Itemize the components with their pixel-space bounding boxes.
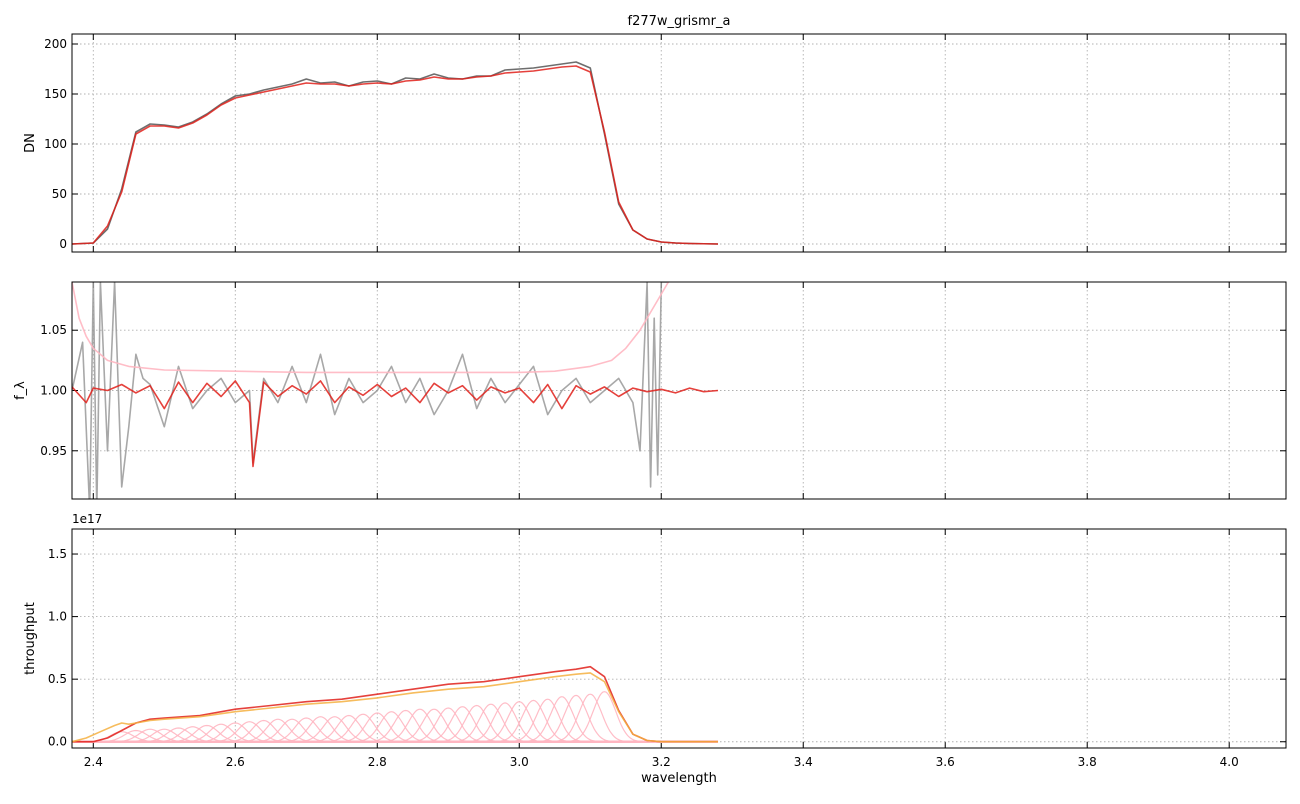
- y-tick-label: 0: [59, 237, 67, 251]
- x-tick-label: 3.0: [510, 755, 529, 769]
- panel-2: 0.95 1.00 1.05 f_λ: [13, 281, 1287, 500]
- component-curve: [530, 694, 622, 743]
- y-axis-label: DN: [23, 133, 38, 153]
- x-tick-label: 2.8: [368, 755, 387, 769]
- panels: 0 50 100 150 200 DN 0.95 1.00 1.05 f_λ 2.4 2.6 2.8 3.…: [13, 33, 1287, 769]
- plot-area: [72, 282, 719, 499]
- y-tick-label: 100: [44, 137, 67, 151]
- y-axis-label: f_λ: [13, 381, 28, 400]
- component-curve: [559, 691, 650, 743]
- axes-frame: [71, 33, 1287, 253]
- y-tick-label: 0.95: [40, 444, 67, 458]
- y-axis-label: throughput: [23, 602, 38, 675]
- y-tick-label: 0.0: [48, 735, 67, 749]
- x-tick-label: 3.4: [794, 755, 813, 769]
- series-line-1: [72, 61, 719, 245]
- series-line-3: [72, 282, 670, 374]
- y-tick-label: 1.05: [40, 323, 67, 337]
- y-tick-label: 150: [44, 87, 67, 101]
- y-tick-label: 1.5: [48, 547, 67, 561]
- figure-title: f277w_grismr_a: [628, 14, 731, 29]
- series-line-2: [72, 65, 719, 245]
- panel-3: 2.4 2.6 2.8 3.0 3.2 3.4 3.6 3.8 4.0 0.0 0.5 1.0 1.5 t…: [23, 512, 1287, 769]
- axes-frame: [71, 281, 1287, 500]
- x-tick-label: 3.6: [936, 755, 955, 769]
- axes-frame: [71, 528, 1287, 749]
- plot-area: [72, 61, 719, 245]
- component-curve: [544, 693, 636, 743]
- series-line-2: [72, 380, 719, 468]
- y-tick-label: 1.00: [40, 384, 67, 398]
- y-tick-label: 1.0: [48, 610, 67, 624]
- component-curve: [374, 708, 466, 743]
- series-line-1: [72, 282, 669, 499]
- y-tick-label: 50: [52, 187, 67, 201]
- panel-1: 0 50 100 150 200 DN: [23, 33, 1287, 253]
- x-tick-label: 3.8: [1078, 755, 1097, 769]
- y-tick-label: 0.5: [48, 672, 67, 686]
- x-tick-label: 2.4: [84, 755, 103, 769]
- y-tick-label: 200: [44, 37, 67, 51]
- x-tick-label: 3.2: [652, 755, 671, 769]
- y-scale-label: 1e17: [72, 512, 102, 526]
- x-axis-label: wavelength: [641, 771, 717, 786]
- x-tick-label: 2.6: [226, 755, 245, 769]
- plot-area: [72, 665, 719, 743]
- x-tick-label: 4.0: [1220, 755, 1239, 769]
- series-line-2: [72, 672, 718, 743]
